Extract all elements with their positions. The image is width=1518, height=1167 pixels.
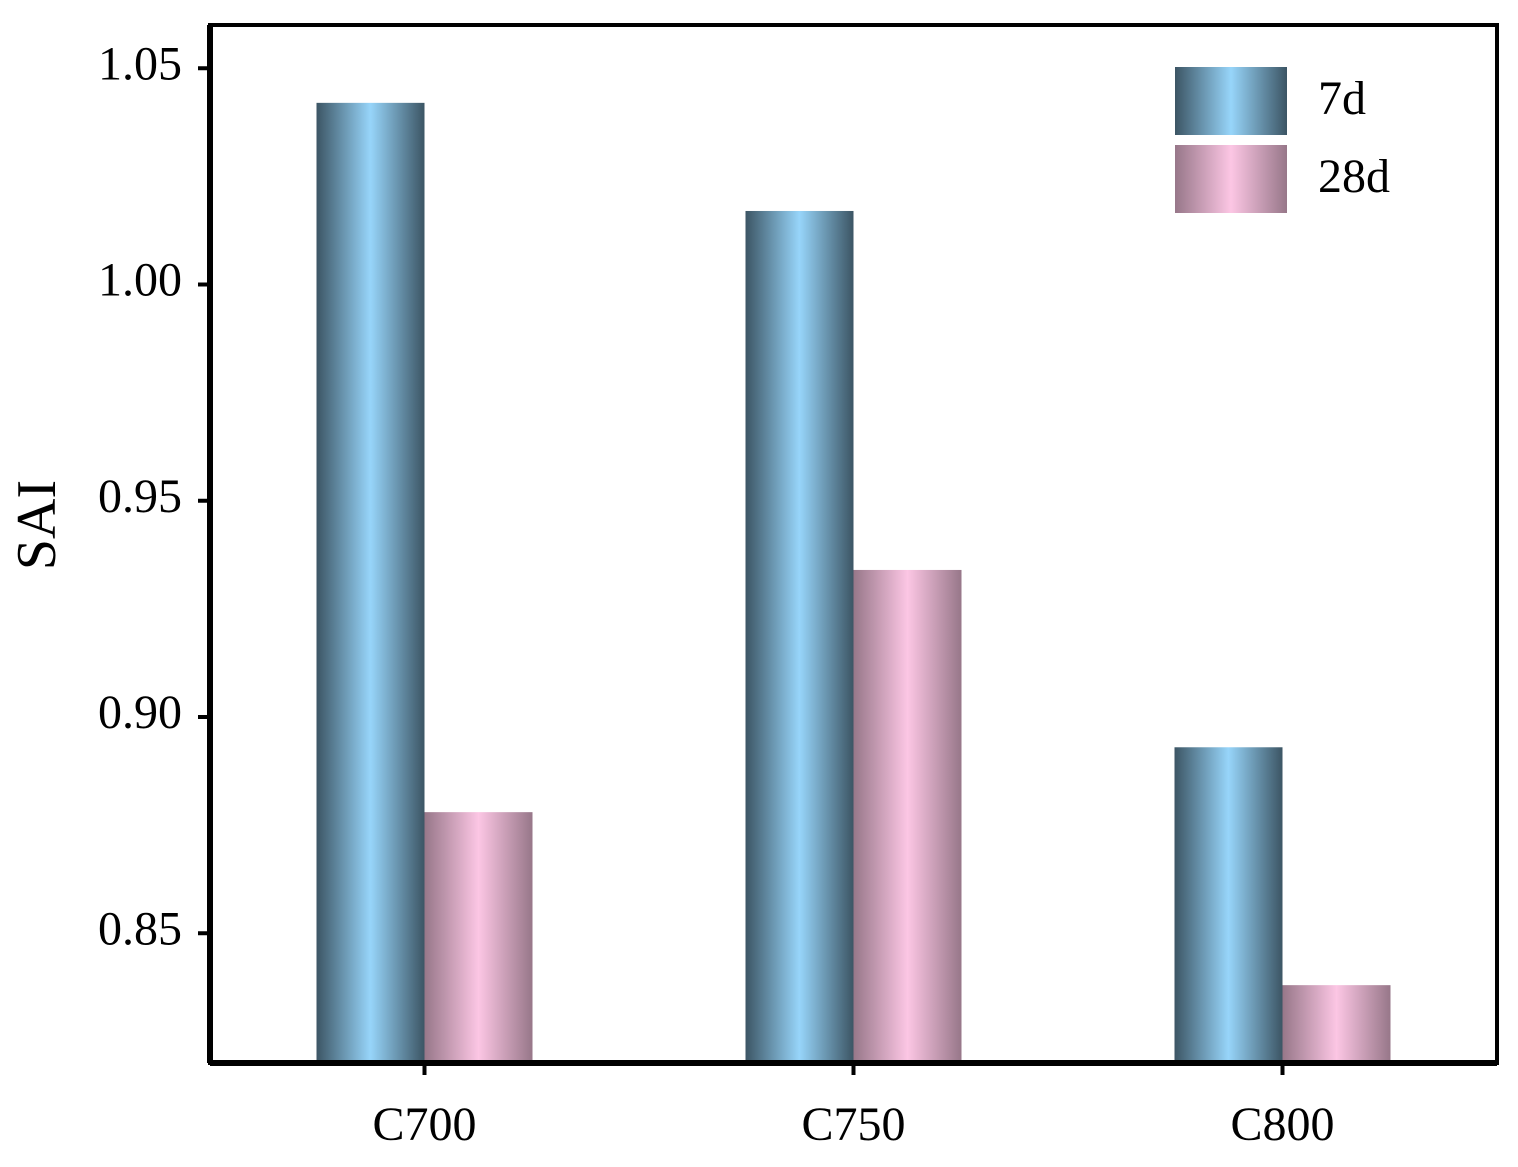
y-tick-label: 1.05 — [98, 37, 182, 90]
legend-swatch — [1175, 145, 1287, 213]
bar — [316, 102, 425, 1064]
x-tick-label: C750 — [801, 1098, 905, 1151]
y-tick-label: 0.85 — [98, 902, 182, 955]
bar — [424, 812, 533, 1063]
bar — [745, 210, 854, 1064]
y-axis-title: SAI — [6, 480, 68, 570]
bar — [1282, 985, 1391, 1063]
bar — [853, 569, 962, 1063]
y-tick-label: 0.90 — [98, 686, 182, 739]
y-tick-label: 1.00 — [98, 254, 182, 307]
legend-label: 28d — [1318, 150, 1390, 203]
legend-swatch — [1175, 67, 1287, 135]
x-tick-label: C700 — [372, 1098, 476, 1151]
legend-label: 7d — [1318, 72, 1366, 125]
x-tick-label: C800 — [1230, 1098, 1334, 1151]
y-tick-label: 0.95 — [98, 470, 182, 523]
bar — [1174, 747, 1283, 1063]
